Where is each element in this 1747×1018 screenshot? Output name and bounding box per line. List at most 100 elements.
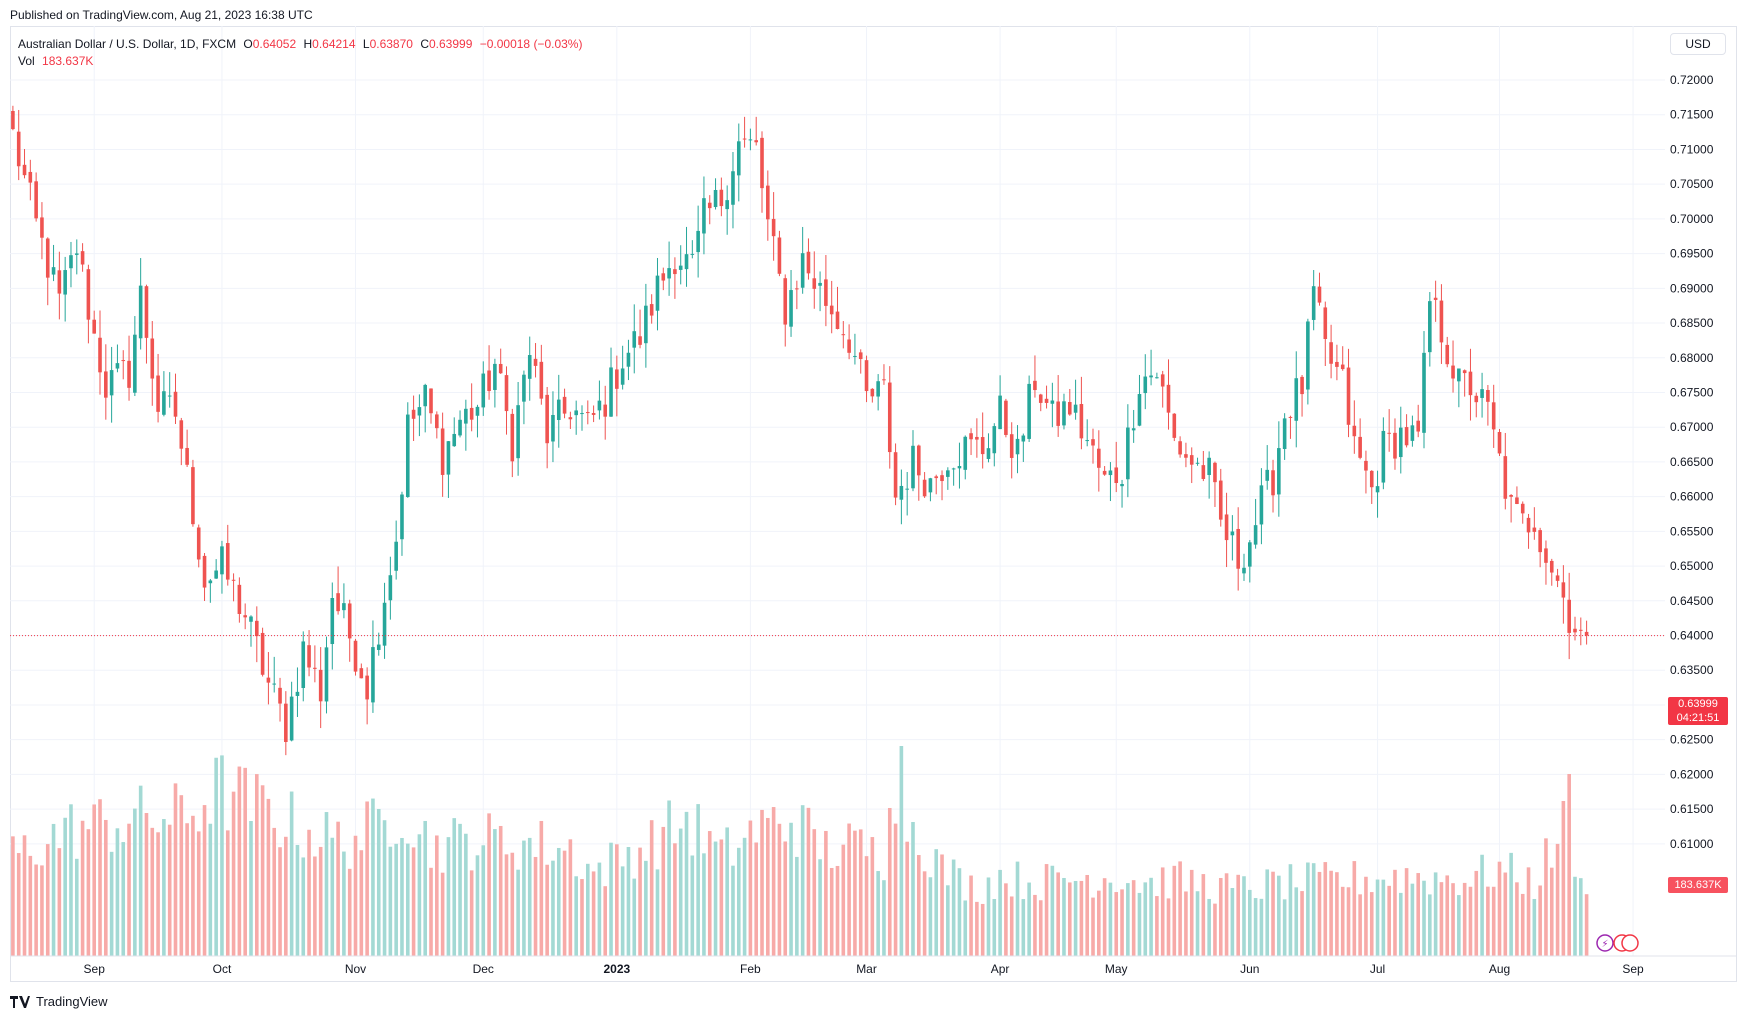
volume-bar [603, 886, 608, 956]
candle-body [911, 445, 915, 489]
volume-bar [1346, 887, 1351, 956]
lightning-glyph: ⚡ [1601, 939, 1608, 950]
candle-body [1097, 448, 1101, 468]
volume-bar [16, 853, 21, 956]
candle-body [1131, 428, 1136, 431]
volume-bar [887, 807, 892, 956]
candle-body [69, 255, 73, 269]
candle-body [98, 337, 102, 373]
volume-bar [1358, 894, 1362, 956]
volume-bar [812, 829, 817, 956]
candle-body [173, 391, 178, 417]
volume-bar [1352, 861, 1357, 956]
candle-body [382, 602, 387, 646]
candle-body [1439, 300, 1444, 343]
volume-bar [847, 823, 851, 956]
volume-bar [191, 815, 195, 956]
currency-button[interactable]: USD [1670, 33, 1726, 55]
candle-body [963, 436, 968, 470]
volume-bar [975, 901, 979, 956]
candle-body [1189, 455, 1194, 465]
price-tick-label: 0.61500 [1670, 802, 1714, 816]
candle-body [1230, 531, 1235, 536]
candle-body [498, 363, 503, 374]
volume-bar [609, 842, 613, 956]
candle-body [980, 437, 985, 455]
candle-body [365, 675, 369, 700]
candle-body [841, 334, 846, 336]
price-tick-label: 0.68500 [1670, 316, 1714, 330]
volume-bar [905, 841, 909, 956]
volume-bar [1155, 896, 1159, 956]
candle-body [696, 230, 700, 253]
candle-body [34, 181, 38, 219]
volume-bar [940, 854, 944, 956]
candle-body [1015, 438, 1020, 455]
chart-frame[interactable] [10, 26, 1737, 982]
candle-body [1393, 432, 1397, 459]
volume-label[interactable]: Vol [18, 54, 35, 68]
time-tick-label: Dec [473, 962, 494, 976]
candle-body [719, 189, 724, 207]
candle-body [887, 382, 892, 453]
candle-body [1364, 460, 1368, 471]
volume-bar [104, 819, 108, 956]
candle-body [104, 371, 108, 398]
volume-bar [1532, 898, 1537, 956]
volume-bar [690, 855, 695, 956]
candle-body [1027, 383, 1031, 439]
volume-bar [795, 856, 799, 956]
volume-bar [1520, 893, 1525, 956]
candle-body [28, 171, 33, 183]
price-tick-label: 0.70500 [1670, 177, 1714, 191]
tradingview-logo[interactable]: TradingView [10, 994, 108, 1009]
flag-icons: ⚡ [1596, 934, 1639, 952]
candle-body [1422, 352, 1426, 433]
volume-bar [214, 757, 218, 956]
price-tick-label: 0.67000 [1670, 420, 1714, 434]
volume-bar [51, 823, 56, 956]
volume-bar [748, 820, 753, 956]
volume-bar [464, 833, 468, 956]
candle-body [394, 541, 398, 571]
volume-bar [580, 879, 584, 956]
volume-bar [400, 837, 404, 956]
candle-body [1491, 402, 1496, 430]
volume-bar [1311, 863, 1316, 956]
volume-bar [882, 880, 886, 956]
candle-body [452, 433, 457, 447]
candle-body [626, 352, 631, 367]
volume-bar [196, 831, 201, 956]
volume-bar [1073, 880, 1078, 956]
candle-body [1108, 470, 1113, 476]
volume-bar [1323, 862, 1328, 956]
volume-bar [649, 820, 654, 956]
candle-body [318, 669, 323, 702]
candle-body [86, 269, 91, 320]
candle-body [1503, 456, 1508, 499]
candle-body [893, 452, 898, 498]
volume-bar [475, 855, 480, 956]
chart-legend: Australian Dollar / U.S. Dollar, 1D, FXC… [18, 36, 582, 70]
volume-bar [1329, 870, 1333, 956]
time-tick-label: Aug [1489, 962, 1510, 976]
candle-body [899, 485, 904, 500]
candle-body [179, 420, 184, 449]
volume-bar [568, 839, 573, 956]
volume-bar [667, 800, 671, 956]
volume-bar [423, 820, 428, 956]
candle-body [1555, 575, 1560, 581]
volume-bar [858, 829, 863, 956]
volume-bar [185, 823, 189, 956]
candle-body [1195, 462, 1200, 464]
candle-body [249, 616, 253, 622]
brand-text: TradingView [36, 994, 108, 1009]
volume-bar [353, 835, 358, 956]
candle-body [225, 543, 230, 580]
volume-bar [1398, 892, 1403, 956]
volume-bar [307, 829, 311, 956]
candle-body [864, 360, 869, 392]
candle-body [1340, 364, 1345, 370]
symbol-title[interactable]: Australian Dollar / U.S. Dollar, 1D, FXC… [18, 37, 237, 51]
